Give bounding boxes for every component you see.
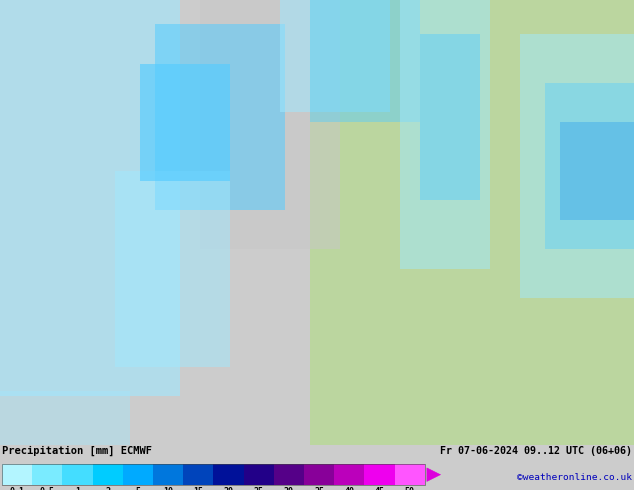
Bar — [2, 464, 32, 486]
Text: 20: 20 — [223, 487, 233, 490]
Text: 45: 45 — [375, 487, 384, 490]
Text: 25: 25 — [254, 487, 264, 490]
Text: Precipitation [mm] ECMWF: Precipitation [mm] ECMWF — [2, 446, 152, 456]
Bar — [183, 464, 213, 486]
Bar — [304, 464, 334, 486]
Bar — [310, 0, 634, 445]
Text: 30: 30 — [284, 487, 294, 490]
Bar — [32, 464, 62, 486]
Bar — [560, 122, 634, 220]
Bar — [93, 464, 123, 486]
Bar — [274, 464, 304, 486]
Bar — [394, 464, 425, 486]
Bar — [0, 0, 180, 396]
Bar — [400, 0, 490, 269]
Text: Fr 07-06-2024 09..12 UTC (06+06): Fr 07-06-2024 09..12 UTC (06+06) — [440, 446, 632, 456]
Text: 10: 10 — [163, 487, 173, 490]
Text: 0.1: 0.1 — [10, 487, 25, 490]
Text: 5: 5 — [135, 487, 140, 490]
Bar — [123, 464, 153, 486]
Bar — [200, 0, 340, 249]
Text: 35: 35 — [314, 487, 324, 490]
Bar — [2, 464, 425, 486]
Bar — [153, 464, 183, 486]
Bar — [140, 64, 230, 181]
Text: 15: 15 — [193, 487, 204, 490]
Text: 50: 50 — [404, 487, 415, 490]
Bar — [365, 464, 394, 486]
Bar — [520, 34, 634, 298]
Bar — [310, 0, 420, 122]
Bar — [213, 464, 243, 486]
Text: 40: 40 — [344, 487, 354, 490]
Bar — [62, 464, 93, 486]
Bar — [0, 391, 130, 445]
Bar — [155, 24, 285, 210]
Bar — [280, 0, 390, 112]
Text: 0.5: 0.5 — [40, 487, 55, 490]
Bar — [545, 83, 634, 249]
Text: 1: 1 — [75, 487, 80, 490]
Bar — [115, 171, 230, 367]
Bar — [420, 34, 480, 200]
Bar — [334, 464, 365, 486]
Text: 2: 2 — [105, 487, 110, 490]
Bar — [243, 464, 274, 486]
Text: ©weatheronline.co.uk: ©weatheronline.co.uk — [517, 473, 632, 482]
